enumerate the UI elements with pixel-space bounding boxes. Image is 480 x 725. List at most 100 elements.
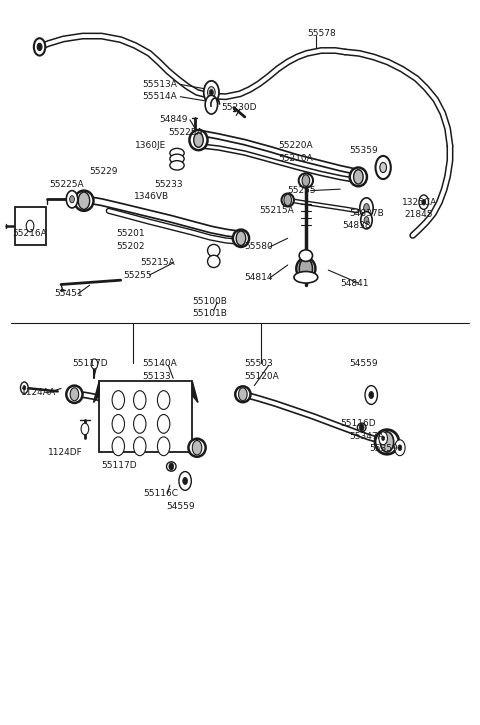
Circle shape [34, 38, 45, 56]
Text: 1124AA: 1124AA [22, 389, 57, 397]
Circle shape [112, 437, 124, 456]
Circle shape [380, 162, 386, 173]
Circle shape [91, 359, 98, 369]
Circle shape [209, 89, 213, 95]
Circle shape [112, 391, 124, 410]
Circle shape [380, 432, 394, 452]
Text: 21845: 21845 [405, 210, 433, 219]
Ellipse shape [167, 462, 176, 471]
Text: 55220A: 55220A [278, 141, 313, 150]
Text: 55503: 55503 [245, 360, 274, 368]
Text: 55451: 55451 [54, 289, 83, 299]
Ellipse shape [189, 439, 205, 457]
Circle shape [78, 192, 90, 210]
Circle shape [133, 415, 146, 434]
Circle shape [133, 437, 146, 456]
Text: 55225A: 55225A [168, 128, 203, 136]
Circle shape [422, 199, 426, 205]
Polygon shape [94, 381, 99, 402]
Text: 55215A: 55215A [259, 207, 294, 215]
Circle shape [365, 386, 377, 405]
Circle shape [169, 463, 174, 470]
Circle shape [205, 95, 217, 114]
Ellipse shape [235, 386, 251, 402]
Ellipse shape [170, 161, 184, 170]
Text: 55116D: 55116D [340, 419, 376, 428]
Circle shape [369, 392, 373, 399]
Text: 55513A: 55513A [142, 80, 177, 89]
Circle shape [112, 415, 124, 434]
Text: 55359: 55359 [369, 444, 397, 453]
Circle shape [360, 424, 364, 431]
Text: 54814: 54814 [245, 273, 273, 283]
Circle shape [207, 86, 215, 98]
Circle shape [395, 440, 405, 456]
Circle shape [382, 436, 384, 441]
Circle shape [398, 445, 402, 451]
Text: 54837B: 54837B [350, 209, 384, 218]
Circle shape [302, 175, 310, 186]
Text: 55578: 55578 [307, 30, 336, 38]
Text: 55140A: 55140A [142, 360, 177, 368]
Circle shape [21, 382, 28, 394]
Text: 54559: 54559 [166, 502, 195, 510]
Circle shape [157, 415, 170, 434]
Text: 55116C: 55116C [144, 489, 179, 499]
Text: 1124DF: 1124DF [48, 448, 83, 457]
Text: 55229: 55229 [90, 167, 118, 175]
Text: 55233: 55233 [154, 180, 183, 189]
Ellipse shape [207, 244, 220, 257]
Ellipse shape [294, 271, 318, 283]
FancyBboxPatch shape [15, 207, 46, 245]
Circle shape [354, 170, 363, 184]
Text: 55215A: 55215A [140, 258, 175, 268]
Circle shape [157, 437, 170, 456]
Text: 55347A: 55347A [350, 431, 384, 441]
Text: 55580: 55580 [245, 242, 274, 252]
Text: 55117D: 55117D [102, 460, 137, 470]
Circle shape [284, 194, 291, 206]
Text: 55100B: 55100B [192, 297, 227, 306]
Text: 55117D: 55117D [72, 360, 108, 368]
Text: 55202: 55202 [116, 241, 144, 251]
Ellipse shape [358, 423, 366, 432]
Circle shape [133, 391, 146, 410]
Circle shape [375, 156, 391, 179]
Text: 55225A: 55225A [49, 180, 84, 189]
Circle shape [361, 212, 372, 229]
Text: 55255: 55255 [123, 270, 152, 280]
Text: 54841: 54841 [340, 278, 369, 288]
Circle shape [192, 441, 202, 455]
Text: 55210A: 55210A [278, 154, 313, 162]
Circle shape [364, 204, 369, 212]
Ellipse shape [299, 173, 313, 188]
Text: 1325CA: 1325CA [402, 198, 437, 207]
Text: 54559: 54559 [350, 360, 378, 368]
Text: 54849: 54849 [159, 115, 187, 124]
Text: 55201: 55201 [116, 229, 144, 239]
Text: 55359: 55359 [350, 146, 379, 155]
Text: 55514A: 55514A [142, 92, 177, 102]
Ellipse shape [350, 167, 367, 186]
Circle shape [239, 388, 247, 401]
Circle shape [26, 220, 34, 232]
Circle shape [179, 471, 192, 490]
Text: 54838: 54838 [343, 221, 371, 230]
Ellipse shape [375, 430, 399, 455]
Ellipse shape [233, 230, 249, 247]
Ellipse shape [74, 191, 94, 211]
Circle shape [157, 391, 170, 410]
Circle shape [419, 195, 429, 210]
Circle shape [364, 217, 369, 224]
Text: 1360JE: 1360JE [135, 141, 166, 150]
Circle shape [66, 191, 78, 208]
Text: 55133: 55133 [142, 372, 171, 381]
FancyBboxPatch shape [99, 381, 192, 452]
Text: 55101B: 55101B [192, 309, 227, 318]
Text: 1346VB: 1346VB [134, 192, 169, 201]
Text: 55230D: 55230D [221, 103, 256, 112]
Text: 55216A: 55216A [12, 229, 47, 239]
Circle shape [204, 80, 219, 104]
Circle shape [70, 388, 79, 401]
Text: 55255: 55255 [288, 186, 316, 195]
